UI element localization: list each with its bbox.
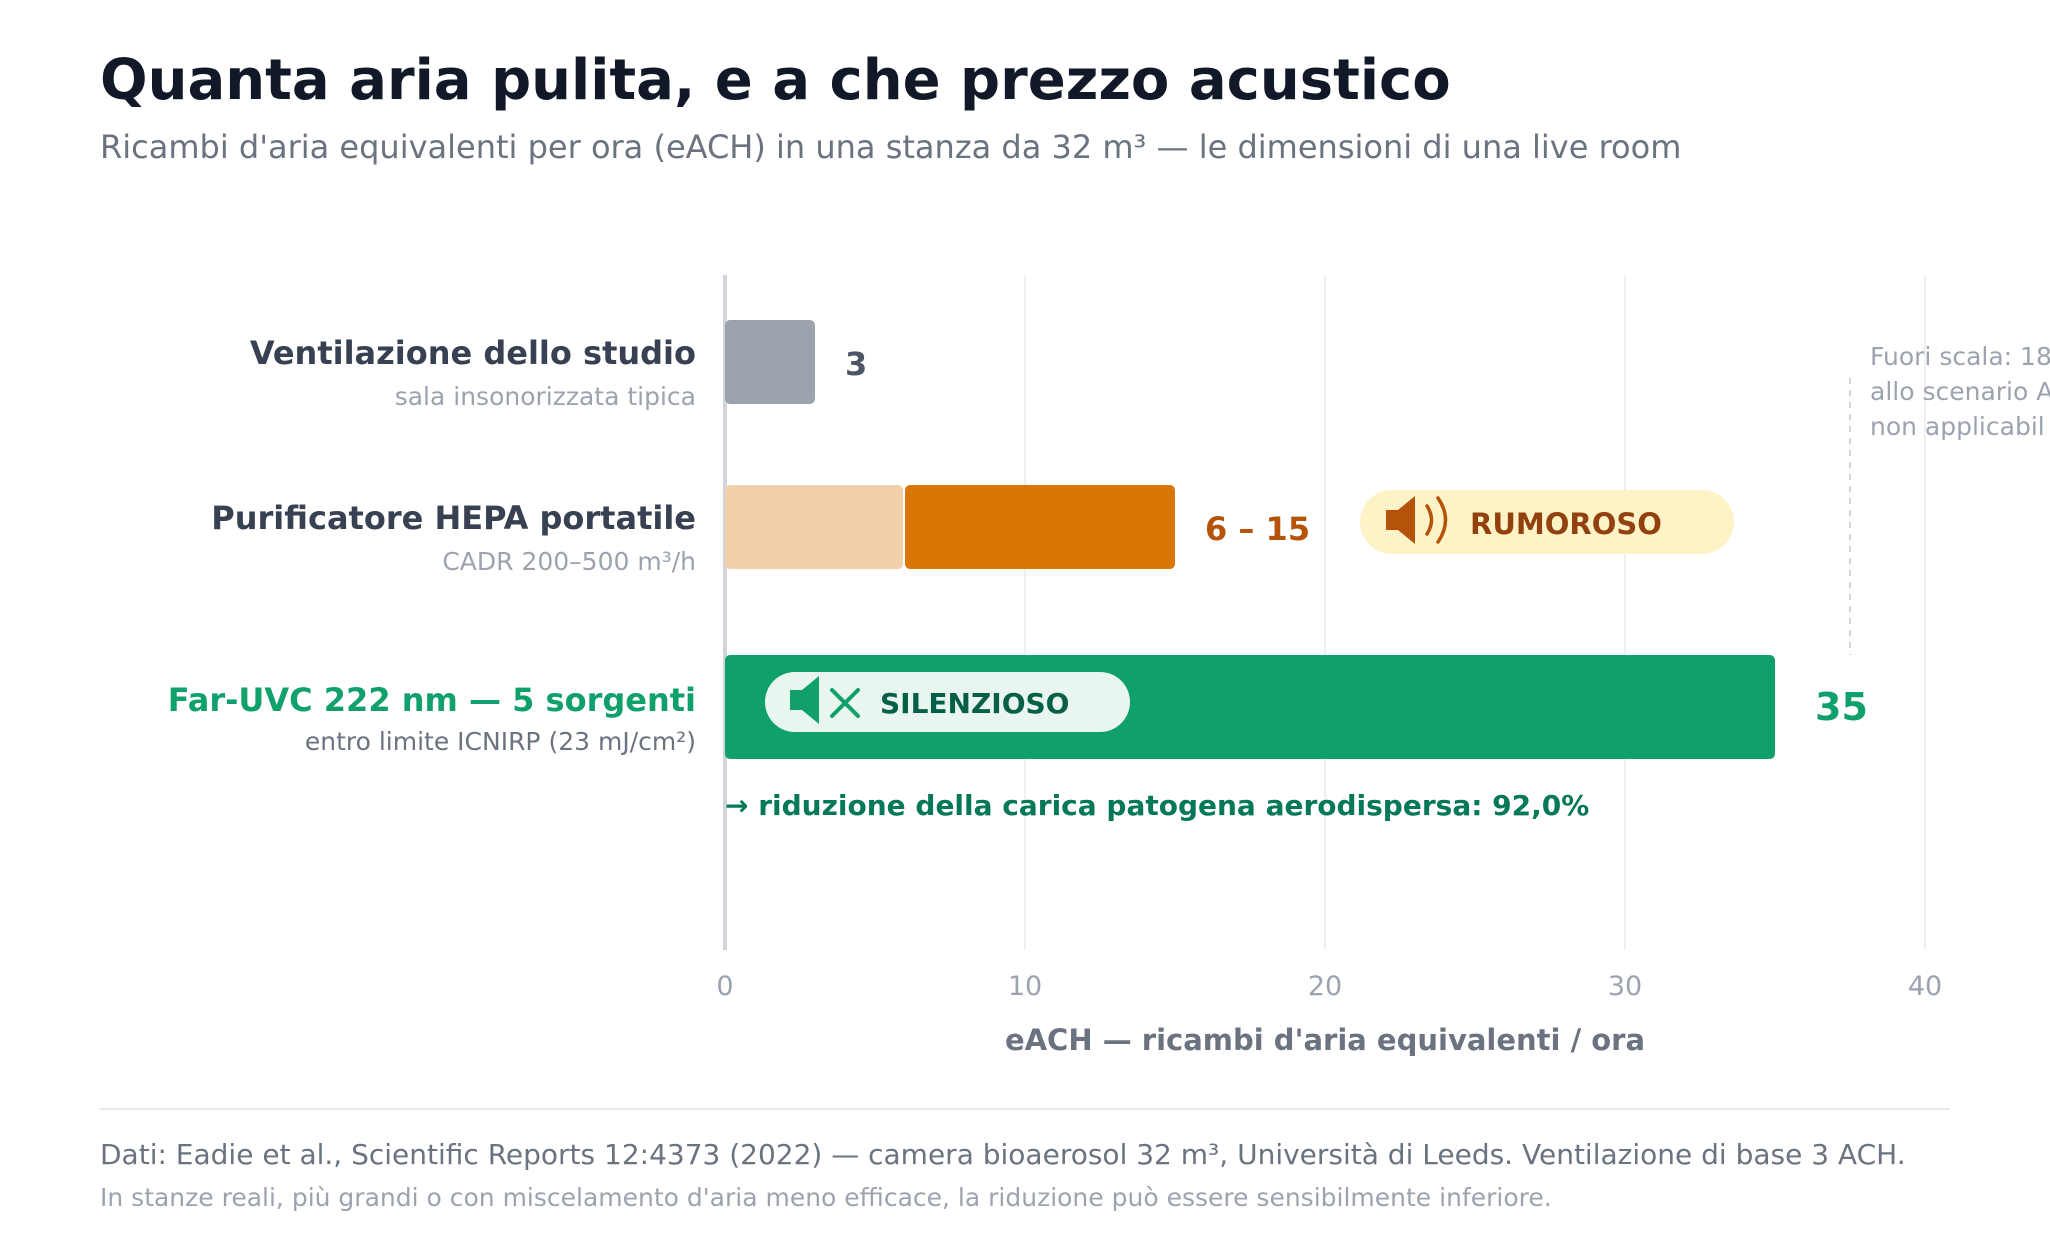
speaker-loud-icon bbox=[1386, 496, 1415, 544]
sound-wave-icon bbox=[1436, 496, 1448, 544]
footer-source: Dati: Eadie et al., Scientific Reports 1… bbox=[100, 1138, 1906, 1171]
badge-label: RUMOROSO bbox=[1470, 507, 1662, 541]
x-tick-label: 40 bbox=[1908, 971, 1942, 1002]
x-tick-label: 20 bbox=[1308, 971, 1342, 1002]
data-label: 35 bbox=[1815, 685, 1868, 729]
category-label: Far-UVC 222 nm — 5 sorgenti bbox=[168, 681, 696, 719]
annotation-text: Fuori scala: 18 bbox=[1870, 342, 2050, 371]
bar-range-base bbox=[725, 485, 903, 569]
noise-badge bbox=[1360, 490, 1734, 554]
category-sublabel: CADR 200–500 m³/h bbox=[442, 547, 696, 576]
x-tick-label: 10 bbox=[1008, 971, 1042, 1002]
chart-title: Quanta aria pulita, e a che prezzo acust… bbox=[100, 48, 1451, 113]
chart-subtitle: Ricambi d'aria equivalenti per ora (eACH… bbox=[100, 128, 1682, 166]
bar-chart: 0 10 20 30 40 eACH — ricambi d'aria equivalen… bbox=[168, 275, 2050, 1057]
bar bbox=[725, 320, 815, 404]
data-label: 6 – 15 bbox=[1205, 510, 1310, 548]
bar-range bbox=[905, 485, 1175, 569]
category-sublabel: entro limite ICNIRP (23 mJ/cm²) bbox=[305, 727, 696, 756]
data-label: 3 bbox=[845, 345, 867, 383]
category-sublabel: sala insonorizzata tipica bbox=[395, 382, 696, 411]
sound-wave-icon bbox=[1425, 504, 1434, 536]
annotation-text: allo scenario A bbox=[1870, 377, 2050, 406]
reduction-note: → riduzione della carica patogena aerodi… bbox=[725, 789, 1589, 822]
badge-label: SILENZIOSO bbox=[880, 687, 1069, 720]
annotation-text: non applicabil bbox=[1870, 412, 2045, 441]
category-label: Ventilazione dello studio bbox=[250, 334, 696, 372]
footer-note: In stanze reali, più grandi o con miscel… bbox=[100, 1183, 1552, 1212]
x-tick-label: 30 bbox=[1608, 971, 1642, 1002]
category-label: Purificatore HEPA portatile bbox=[211, 499, 696, 537]
footer-divider bbox=[100, 1108, 1950, 1110]
x-tick-label: 0 bbox=[716, 971, 733, 1002]
x-axis-label: eACH — ricambi d'aria equivalenti / ora bbox=[1005, 1023, 1645, 1057]
speaker-muted-icon bbox=[790, 676, 819, 724]
mute-x-icon bbox=[830, 688, 860, 718]
